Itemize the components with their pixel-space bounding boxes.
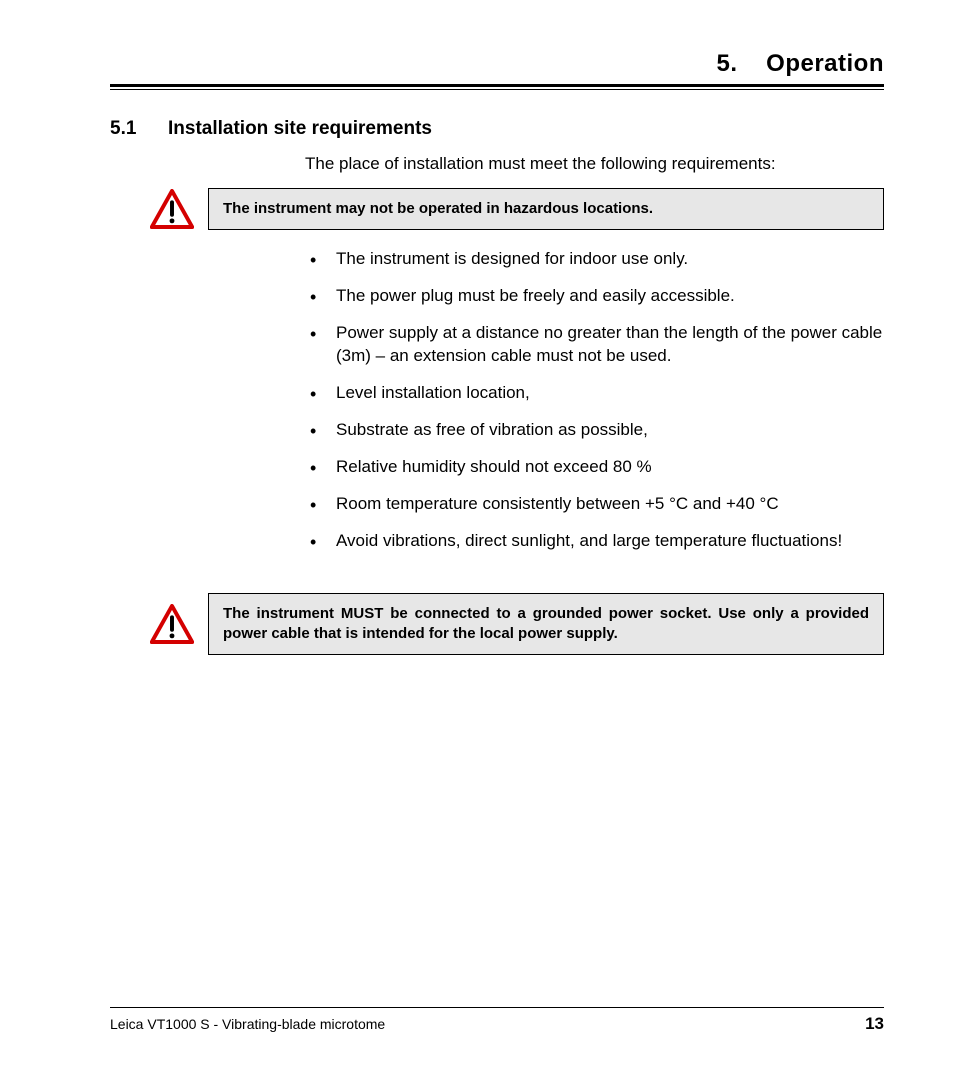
intro-text: The place of installation must meet the … [305,154,884,174]
chapter-title: Operation [766,50,884,77]
section-title: Installation site requirements [168,118,432,140]
list-item: Room temperature consistently between +5… [310,493,884,516]
section-number: 5.1 [110,118,140,140]
warning-bottom-row: The instrument MUST be connected to a gr… [150,593,884,656]
page-footer: Leica VT1000 S - Vibrating-blade microto… [110,1007,884,1034]
warning-icon [150,593,194,656]
list-item: Level installation location, [310,382,884,405]
chapter-header: 5. Operation [110,50,884,84]
section-heading: 5.1 Installation site requirements [110,118,884,140]
footer-page-number: 13 [865,1014,884,1034]
warning-top-row: The instrument may not be operated in ha… [150,188,884,230]
warning-top-box: The instrument may not be operated in ha… [208,188,884,230]
list-item: The power plug must be freely and easily… [310,285,884,308]
warning-icon [150,188,194,230]
header-rule-thick [110,84,884,87]
list-item: Avoid vibrations, direct sunlight, and l… [310,530,884,553]
requirements-list: The instrument is designed for indoor us… [310,248,884,552]
list-item: Relative humidity should not exceed 80 % [310,456,884,479]
list-item: Power supply at a distance no greater th… [310,322,884,368]
warning-bottom-box: The instrument MUST be connected to a gr… [208,593,884,656]
chapter-number: 5. [716,50,737,77]
list-item: The instrument is designed for indoor us… [310,248,884,271]
header-rule-thin [110,89,884,90]
list-item: Substrate as free of vibration as possib… [310,419,884,442]
footer-doc-title: Leica VT1000 S - Vibrating-blade microto… [110,1016,385,1032]
